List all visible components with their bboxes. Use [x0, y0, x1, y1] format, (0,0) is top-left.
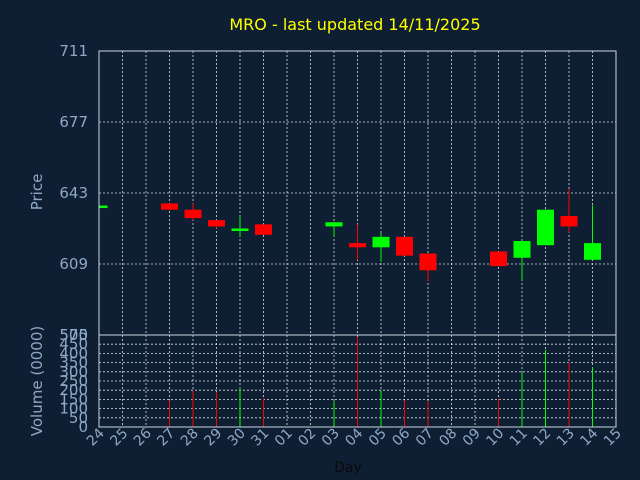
volume-tick-label: 450	[59, 335, 88, 353]
volume-tick-label: 150	[59, 390, 88, 408]
candle-body	[396, 236, 413, 256]
volume-panel-frame	[98, 334, 617, 428]
volume-tick-label: 50	[69, 409, 88, 427]
candle-body	[349, 243, 366, 248]
volume-tick-label: 100	[59, 400, 88, 418]
candle-body	[98, 205, 108, 209]
candle-body	[325, 222, 343, 227]
candle-body	[161, 203, 178, 210]
x-tick-label: 07	[413, 426, 437, 450]
x-tick-label: 05	[366, 426, 390, 450]
candle-body	[537, 209, 554, 246]
price-axis-label: Price	[28, 174, 46, 211]
x-tick-label: 11	[507, 426, 531, 450]
x-tick-label: 01	[272, 426, 296, 450]
candles	[98, 188, 601, 281]
x-tick-label: 06	[389, 425, 413, 449]
volume-tick-label: 300	[59, 363, 88, 381]
candle-body	[372, 236, 390, 248]
x-tick-label: 31	[248, 426, 272, 450]
volume-tick-label: 500	[59, 326, 88, 344]
volume-tick-label: 250	[59, 372, 88, 390]
price-tick-label: 711	[59, 42, 88, 60]
volume-tick-label: 350	[59, 354, 88, 372]
x-tick-label: 09	[460, 426, 484, 450]
candle-body	[255, 224, 272, 235]
x-tick-label: 08	[436, 426, 460, 450]
x-tick-label: 29	[201, 426, 225, 450]
price-tick-label: 677	[59, 113, 88, 131]
candle-body	[419, 253, 437, 271]
volume-axis-label: Volume (0000)	[28, 326, 46, 436]
price-ticks: 711 677 643 609 575	[59, 42, 88, 344]
volume-tick-label: 0	[78, 418, 88, 436]
candle-body	[184, 209, 202, 219]
candle-body	[208, 220, 225, 227]
x-tick-label: 12	[530, 426, 554, 450]
x-tick-label: 30	[225, 426, 249, 450]
volume-tick-label: 200	[59, 381, 88, 399]
candle-body	[560, 215, 578, 227]
x-tick-label: 15	[601, 426, 625, 450]
candle-body	[490, 251, 507, 267]
x-tick-label: 25	[107, 426, 131, 450]
x-tick-label: 28	[178, 426, 202, 450]
x-tick-label: 04	[342, 425, 366, 449]
volume-tick-label: 400	[59, 344, 88, 362]
x-tick-label: 27	[154, 426, 178, 450]
x-ticks: 24 25 26 27 28 29 30 31 01 02 03 04 05 06 07 08 09 10 11 12…	[84, 425, 625, 449]
price-grid	[98, 50, 617, 336]
x-tick-label: 02	[295, 426, 319, 450]
volume-bars	[169, 336, 593, 427]
candle-body	[231, 228, 249, 231]
x-tick-label: 26	[131, 425, 155, 449]
x-tick-label: 03	[319, 426, 343, 450]
price-tick-label: 609	[59, 255, 88, 273]
x-tick-label: 13	[554, 426, 578, 450]
candle-body	[513, 241, 531, 258]
price-tick-label: 643	[59, 184, 88, 202]
x-tick-label: 14	[577, 425, 601, 449]
x-tick-label: 10	[483, 426, 507, 450]
candle-body	[584, 243, 601, 260]
price-tick-label: 575	[59, 326, 88, 344]
chart-title: MRO - last updated 14/11/2025	[229, 15, 480, 34]
x-axis-label: Day	[334, 460, 362, 476]
